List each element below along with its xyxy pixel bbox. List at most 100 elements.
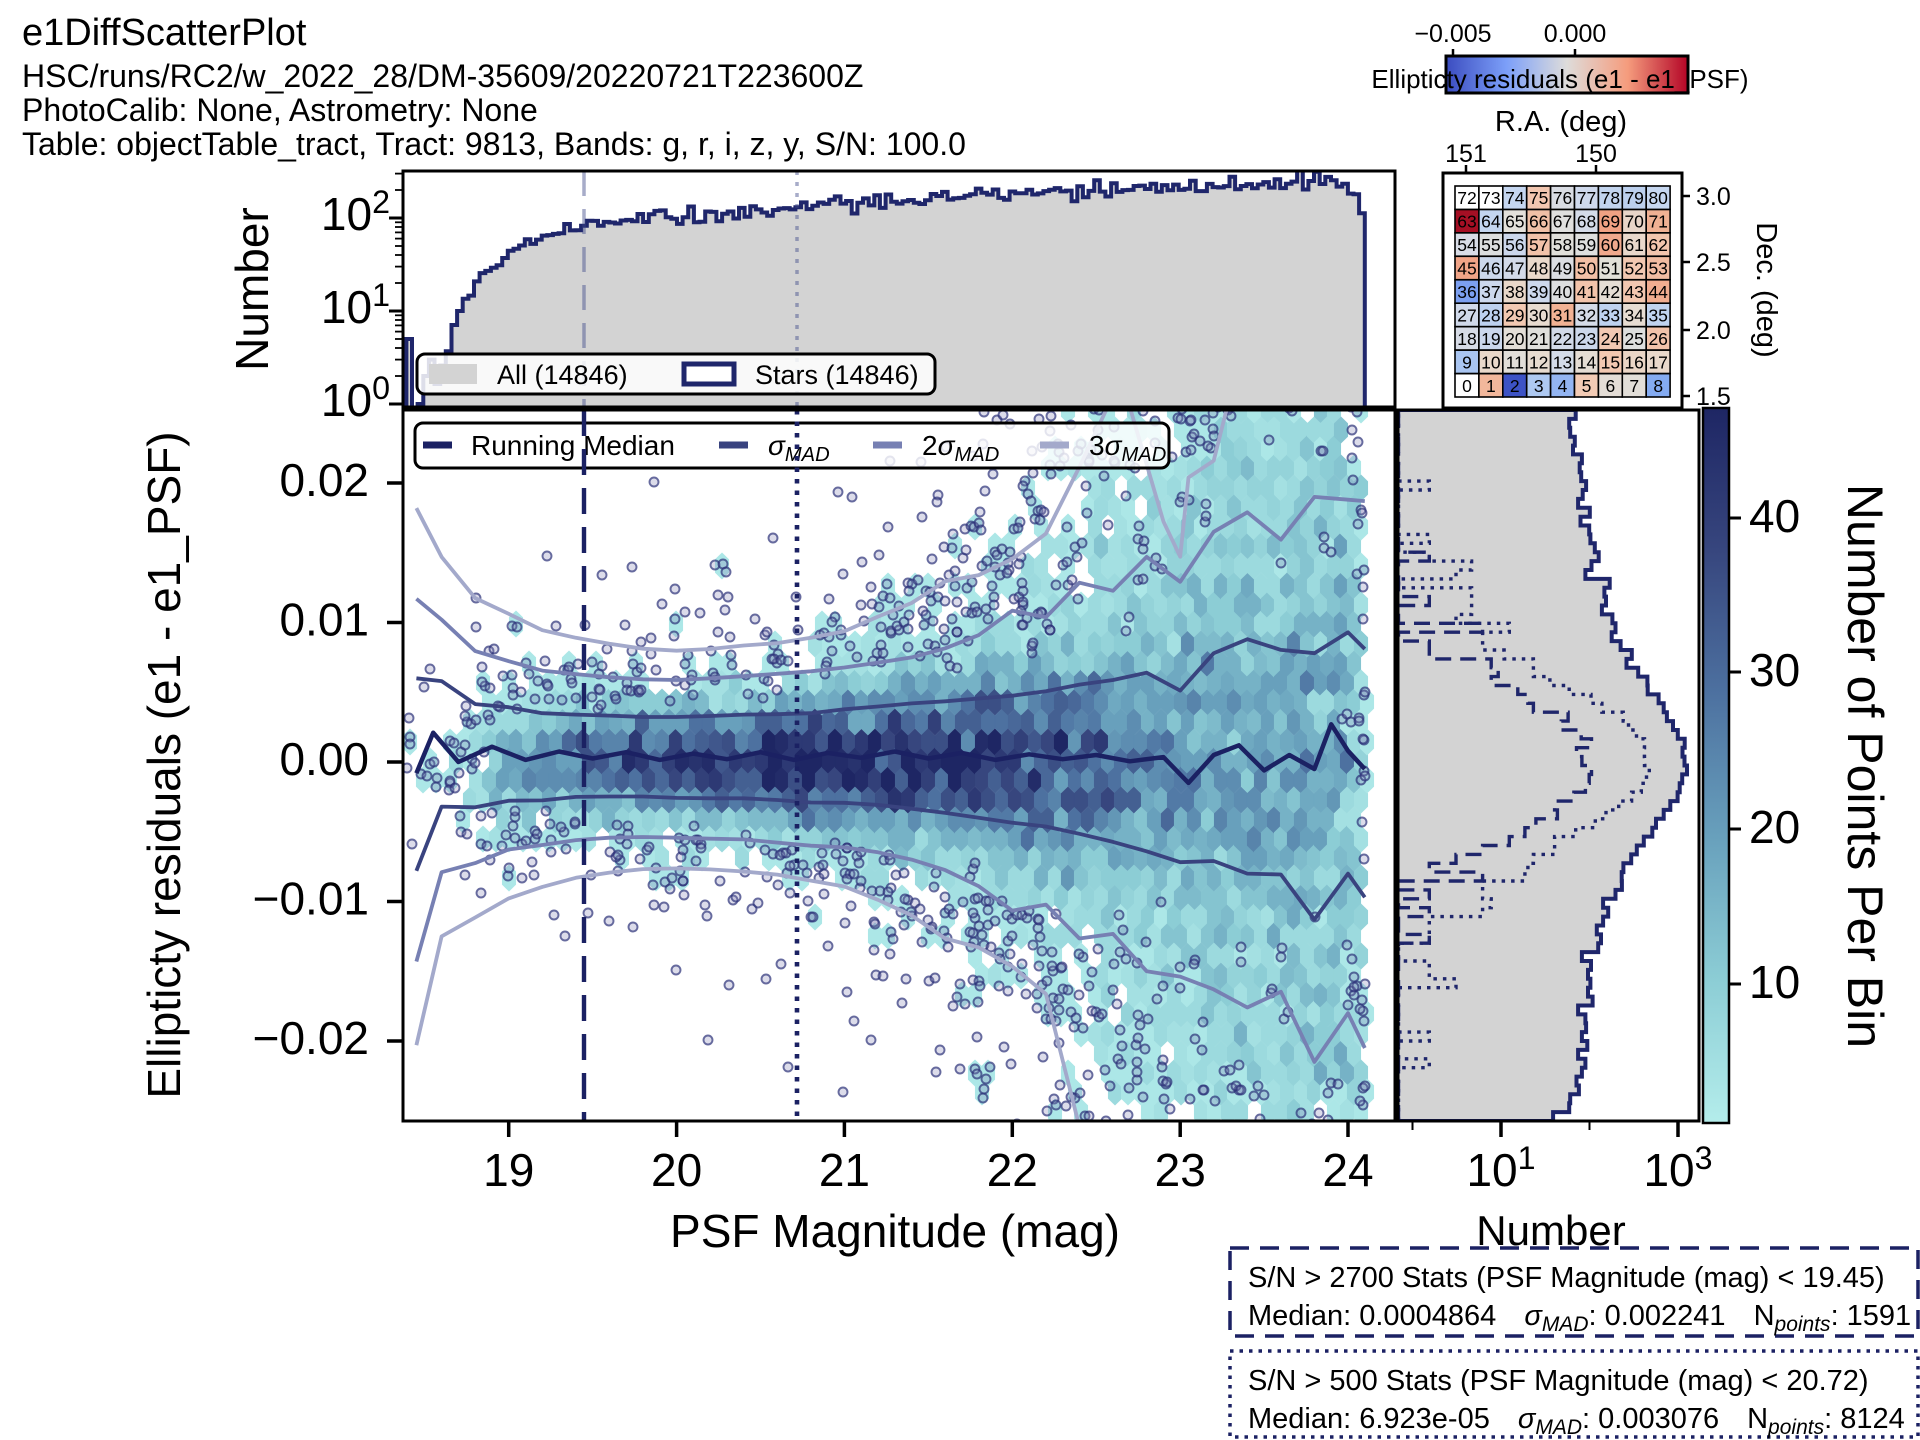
svg-text:28: 28	[1481, 305, 1500, 325]
svg-text:59: 59	[1577, 235, 1596, 255]
svg-text:21: 21	[1529, 329, 1548, 349]
svg-text:14: 14	[1577, 352, 1597, 372]
svg-text:Dec. (deg): Dec. (deg)	[1750, 222, 1782, 357]
svg-text:0: 0	[1462, 376, 1472, 396]
svg-text:PhotoCalib: None, Astrometry:: PhotoCalib: None, Astrometry: None	[22, 92, 538, 128]
svg-text:1.5: 1.5	[1696, 383, 1731, 411]
svg-text:65: 65	[1505, 212, 1524, 232]
svg-text:Number of Points Per Bin: Number of Points Per Bin	[1837, 484, 1893, 1048]
svg-text:40: 40	[1749, 490, 1800, 542]
svg-text:Ellipticty residuals (e1 - e1_: Ellipticty residuals (e1 - e1_PSF)	[1371, 64, 1748, 94]
svg-text:0.000: 0.000	[1544, 20, 1607, 48]
svg-text:52: 52	[1624, 259, 1643, 279]
svg-text:64: 64	[1481, 212, 1501, 232]
svg-text:19: 19	[1481, 329, 1500, 349]
svg-text:50: 50	[1577, 259, 1597, 279]
svg-text:8: 8	[1653, 376, 1663, 396]
svg-text:22: 22	[987, 1144, 1038, 1196]
svg-text:Stars (14846): Stars (14846)	[755, 360, 919, 390]
svg-text:20: 20	[1505, 329, 1525, 349]
svg-text:54: 54	[1457, 235, 1477, 255]
svg-text:72: 72	[1457, 188, 1476, 208]
svg-text:30: 30	[1529, 305, 1549, 325]
svg-text:47: 47	[1505, 259, 1524, 279]
svg-text:0.00: 0.00	[279, 733, 369, 785]
svg-text:58: 58	[1553, 235, 1572, 255]
svg-text:75: 75	[1529, 188, 1548, 208]
svg-text:7: 7	[1629, 376, 1639, 396]
svg-text:HSC/runs/RC2/w_2022_28/DM-3560: HSC/runs/RC2/w_2022_28/DM-35609/20220721…	[22, 58, 863, 94]
svg-text:33: 33	[1601, 305, 1620, 325]
svg-text:20: 20	[651, 1144, 702, 1196]
svg-text:1: 1	[1486, 376, 1496, 396]
svg-text:21: 21	[819, 1144, 870, 1196]
svg-text:20: 20	[1749, 801, 1800, 853]
svg-text:2.0: 2.0	[1696, 317, 1731, 345]
svg-text:0.01: 0.01	[279, 594, 369, 646]
svg-text:151: 151	[1445, 140, 1487, 168]
svg-text:68: 68	[1577, 212, 1596, 232]
svg-text:76: 76	[1553, 188, 1572, 208]
svg-text:17: 17	[1648, 352, 1667, 372]
svg-text:23: 23	[1577, 329, 1596, 349]
svg-text:40: 40	[1553, 282, 1573, 302]
svg-text:5: 5	[1582, 376, 1592, 396]
svg-text:15: 15	[1601, 352, 1620, 372]
svg-text:71: 71	[1648, 212, 1667, 232]
svg-text:−0.01: −0.01	[253, 873, 369, 925]
svg-text:19: 19	[483, 1144, 534, 1196]
svg-text:R.A. (deg): R.A. (deg)	[1495, 106, 1627, 138]
svg-text:−0.005: −0.005	[1414, 20, 1491, 48]
svg-text:31: 31	[1553, 305, 1572, 325]
svg-text:Running Median: Running Median	[471, 430, 675, 461]
svg-text:42: 42	[1601, 282, 1620, 302]
svg-text:3σMAD: 3σMAD	[1089, 430, 1166, 466]
svg-text:53: 53	[1648, 259, 1667, 279]
svg-text:3: 3	[1534, 376, 1544, 396]
svg-text:80: 80	[1648, 188, 1668, 208]
svg-text:4: 4	[1558, 376, 1568, 396]
svg-text:Number: Number	[1476, 1207, 1625, 1254]
svg-text:Number: Number	[226, 207, 278, 371]
svg-text:−0.02: −0.02	[253, 1012, 369, 1064]
svg-text:23: 23	[1155, 1144, 1206, 1196]
svg-text:10: 10	[1749, 956, 1800, 1008]
svg-text:All (14846): All (14846)	[497, 360, 628, 390]
svg-text:78: 78	[1601, 188, 1620, 208]
svg-text:9: 9	[1462, 352, 1472, 372]
svg-text:S/N > 500 Stats (PSF Magnitude: S/N > 500 Stats (PSF Magnitude (mag) < 2…	[1248, 1365, 1869, 1397]
svg-text:44: 44	[1648, 282, 1668, 302]
svg-text:3.0: 3.0	[1696, 183, 1731, 211]
svg-text:24: 24	[1601, 329, 1621, 349]
svg-text:74: 74	[1505, 188, 1525, 208]
svg-text:26: 26	[1648, 329, 1667, 349]
svg-text:18: 18	[1457, 329, 1476, 349]
svg-text:Table: objectTable_tract, Trac: Table: objectTable_tract, Tract: 9813, B…	[22, 126, 966, 162]
svg-text:10: 10	[1481, 352, 1501, 372]
svg-text:39: 39	[1529, 282, 1548, 302]
svg-text:24: 24	[1322, 1144, 1373, 1196]
svg-text:16: 16	[1624, 352, 1643, 372]
svg-text:55: 55	[1481, 235, 1500, 255]
svg-text:67: 67	[1553, 212, 1572, 232]
svg-text:57: 57	[1529, 235, 1548, 255]
svg-text:45: 45	[1457, 259, 1476, 279]
svg-text:35: 35	[1648, 305, 1667, 325]
svg-text:2.5: 2.5	[1696, 249, 1731, 277]
svg-text:e1DiffScatterPlot: e1DiffScatterPlot	[22, 12, 307, 54]
svg-text:22: 22	[1553, 329, 1572, 349]
svg-text:6: 6	[1606, 376, 1616, 396]
svg-text:46: 46	[1481, 259, 1500, 279]
svg-text:Ellipticty residuals (e1 - e1_: Ellipticty residuals (e1 - e1_PSF)	[138, 431, 190, 1098]
svg-text:12: 12	[1529, 352, 1548, 372]
svg-text:77: 77	[1577, 188, 1596, 208]
svg-text:69: 69	[1601, 212, 1620, 232]
svg-text:36: 36	[1457, 282, 1476, 302]
svg-text:56: 56	[1505, 235, 1524, 255]
svg-text:30: 30	[1749, 644, 1800, 696]
svg-text:29: 29	[1505, 305, 1524, 325]
svg-text:48: 48	[1529, 259, 1548, 279]
svg-text:60: 60	[1601, 235, 1621, 255]
svg-text:70: 70	[1624, 212, 1644, 232]
svg-text:41: 41	[1577, 282, 1596, 302]
